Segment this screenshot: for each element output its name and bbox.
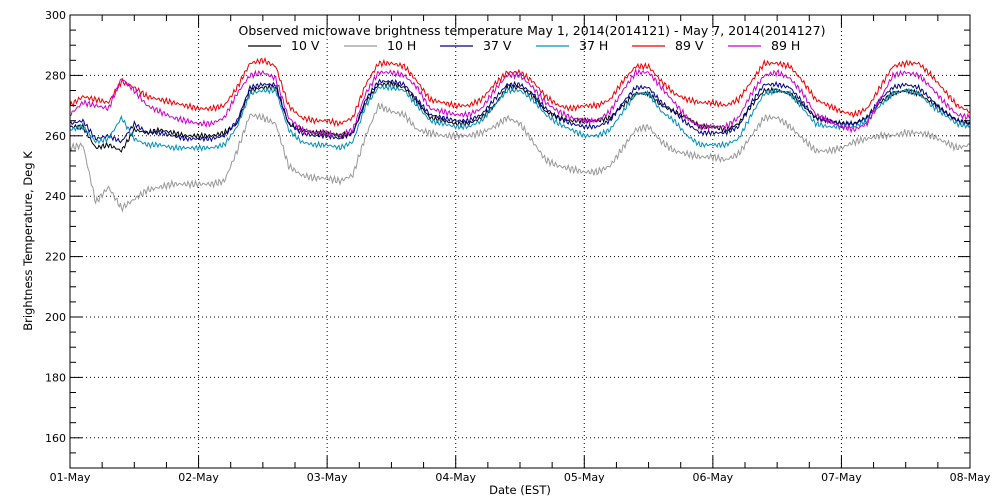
y-tick-label: 260 xyxy=(45,130,66,143)
legend-label: 10 H xyxy=(387,38,416,53)
series-line xyxy=(69,80,971,153)
x-tick-label: 06-May xyxy=(692,471,733,484)
legend: 10 V 10 H 37 V 37 H 89 V 89 H xyxy=(248,38,800,53)
y-tick-label: 160 xyxy=(45,432,66,445)
x-tick-label: 05-May xyxy=(564,471,605,484)
series-line xyxy=(69,78,971,144)
y-tick-label: 300 xyxy=(45,9,66,22)
legend-label: 10 V xyxy=(291,38,320,53)
grid-layer xyxy=(70,15,970,468)
x-tick-label: 07-May xyxy=(821,471,862,484)
x-axis-label: Date (EST) xyxy=(489,483,551,497)
x-tick-label: 03-May xyxy=(307,471,348,484)
y-tick-label: 180 xyxy=(45,371,66,384)
x-tick-label: 04-May xyxy=(435,471,476,484)
series-line xyxy=(69,83,971,152)
legend-label: 37 V xyxy=(483,38,512,53)
chart-title: Observed microwave brightness temperatur… xyxy=(239,23,826,38)
y-tick-label: 240 xyxy=(45,190,66,203)
series-line xyxy=(69,56,971,127)
x-tick-label: 01-May xyxy=(50,471,91,484)
series-layer xyxy=(69,56,971,214)
y-tick-label: 280 xyxy=(45,69,66,82)
legend-label: 89 V xyxy=(675,38,704,53)
plot-frame xyxy=(69,14,971,469)
series-line xyxy=(69,102,971,214)
legend-label: 37 H xyxy=(579,38,608,53)
y-tick-label: 220 xyxy=(45,251,66,264)
x-tick-label: 08-May xyxy=(950,471,991,484)
series-line xyxy=(69,67,971,138)
y-axis-label: Brightness Temperature, Deg K xyxy=(21,151,35,331)
legend-label: 89 H xyxy=(771,38,800,53)
tick-layer: 160 180 200 220 240 260 280 300 01-May 02-May 03-M… xyxy=(45,9,991,484)
x-tick-label: 02-May xyxy=(178,471,219,484)
y-tick-label: 200 xyxy=(45,311,66,324)
